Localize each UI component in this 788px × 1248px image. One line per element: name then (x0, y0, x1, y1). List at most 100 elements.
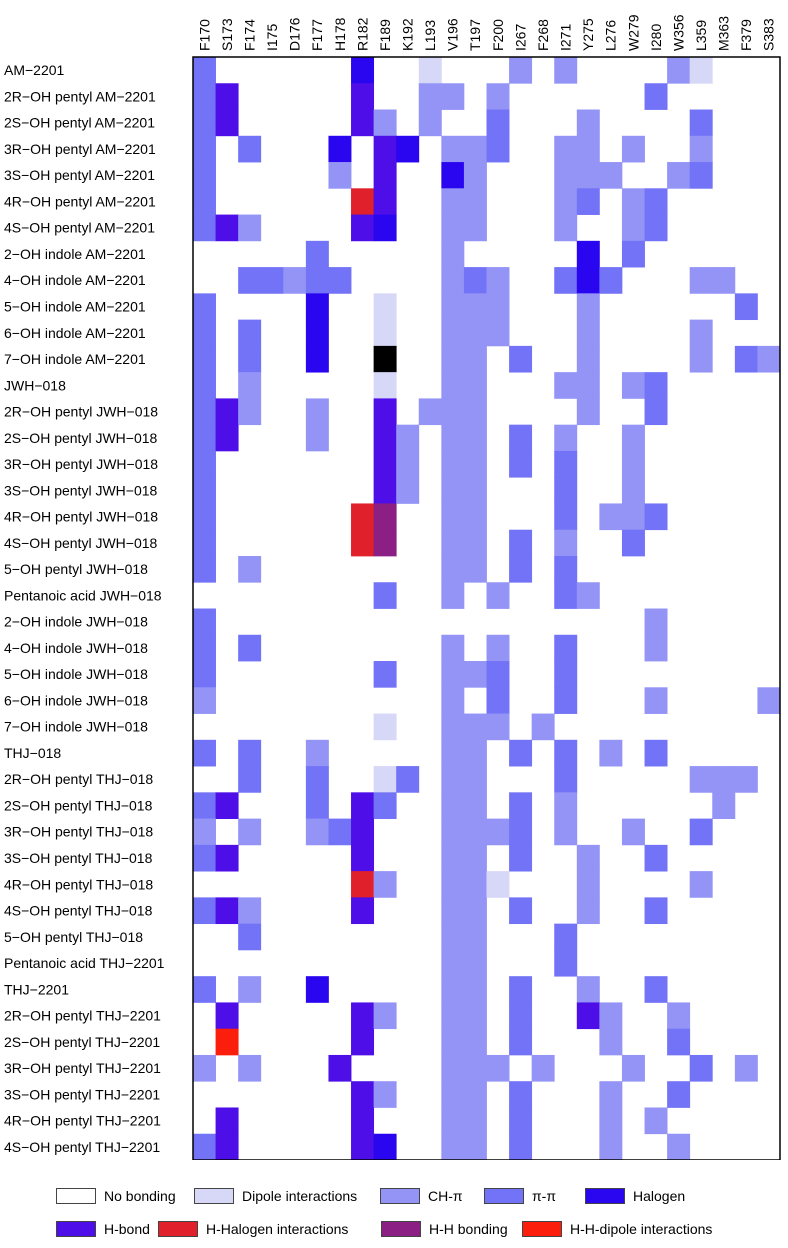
heatmap-cell (193, 450, 216, 478)
heatmap-cell (441, 713, 465, 741)
heatmap-cell (463, 555, 487, 583)
heatmap-cell (576, 582, 600, 609)
y-tick-label: 2S−OH pentyl THJ−2201 (4, 1034, 160, 1050)
heatmap-cell (193, 293, 216, 321)
heatmap-cell (463, 529, 487, 557)
heatmap-cell (441, 293, 465, 321)
heatmap-cell (441, 424, 465, 452)
heatmap-cell (441, 792, 465, 819)
heatmap-cell (351, 503, 375, 531)
heatmap-cell (576, 267, 600, 294)
heatmap-cell (373, 529, 397, 557)
heatmap-cell (463, 1081, 487, 1108)
heatmap-cell (621, 477, 645, 504)
heatmap-cell (193, 162, 216, 189)
heatmap-cell (554, 214, 578, 242)
legend-item-dipole: Dipole interactions (194, 1187, 357, 1205)
heatmap-cell (193, 188, 216, 215)
heatmap-cell (689, 1054, 713, 1082)
heatmap-cell (441, 477, 465, 504)
heatmap-cell (486, 661, 510, 688)
heatmap-cell (396, 477, 420, 504)
legend-swatch-dipole (194, 1188, 234, 1204)
heatmap-cell (193, 608, 216, 636)
heatmap-cell (215, 1133, 239, 1160)
heatmap-cell (351, 871, 375, 898)
heatmap-cell (193, 109, 216, 137)
heatmap-cell (373, 135, 397, 163)
heatmap-cell (463, 188, 487, 215)
y-tick-label: Pentanoic acid JWH−018 (4, 587, 162, 603)
heatmap-cell (644, 687, 668, 714)
heatmap-cell (193, 345, 216, 373)
heatmap-cell (463, 1002, 487, 1030)
heatmap-cell (373, 661, 397, 688)
heatmap-cell (486, 135, 510, 163)
heatmap-cell (486, 818, 510, 846)
heatmap-cell (238, 923, 262, 951)
heatmap-cell (621, 188, 645, 215)
heatmap-cell (463, 1133, 487, 1160)
y-tick-label: 2S−OH pentyl JWH−018 (4, 430, 158, 446)
heatmap-cell (576, 976, 600, 1003)
heatmap-cell (486, 582, 510, 609)
heatmap-cell (689, 766, 713, 793)
heatmap-cell (509, 844, 533, 872)
heatmap-cell (193, 135, 216, 163)
heatmap-cell (441, 319, 465, 347)
y-tick-label: 3R−OH pentyl AM−2201 (4, 141, 156, 157)
heatmap-cell (463, 949, 487, 977)
heatmap-cell (441, 897, 465, 925)
legend-swatch-no-bonding (56, 1188, 96, 1204)
heatmap-cell (486, 1054, 510, 1082)
heatmap-cell (351, 188, 375, 215)
heatmap-cell (305, 976, 329, 1003)
heatmap-cell (509, 1107, 533, 1135)
heatmap-cell (576, 135, 600, 163)
heatmap-cell (463, 135, 487, 163)
y-tick-label: 5−OH indole AM−2201 (4, 298, 146, 314)
heatmap-cell (193, 661, 216, 688)
heatmap-cell (373, 1133, 397, 1160)
y-tick-label: 5−OH indole JWH−018 (4, 666, 148, 682)
heatmap-cell (621, 450, 645, 478)
y-tick-label: JWH−018 (4, 377, 66, 393)
heatmap-cell (531, 713, 555, 741)
heatmap-cell (509, 57, 533, 84)
heatmap-cell (441, 162, 465, 189)
legend-label: H-bond (104, 1221, 150, 1237)
heatmap-cell (486, 319, 510, 347)
legend-swatch-halogen (585, 1188, 625, 1204)
legend-swatch-h-halogen (158, 1221, 198, 1237)
heatmap-cell (441, 372, 465, 399)
heatmap-cell (486, 83, 510, 110)
heatmap-cell (193, 372, 216, 399)
heatmap-cell (238, 766, 262, 793)
heatmap-cell (351, 57, 375, 84)
x-tick-label: F379 (738, 19, 754, 51)
heatmap-cell (463, 713, 487, 741)
heatmap-cell (238, 214, 262, 242)
heatmap-cell (441, 1133, 465, 1160)
x-tick-label: V196 (445, 18, 461, 51)
heatmap-cell (554, 739, 578, 767)
x-tick-label: K192 (399, 18, 415, 51)
heatmap-cell (599, 1107, 623, 1135)
heatmap-cell (689, 871, 713, 898)
y-tick-label: 4R−OH pentyl AM−2201 (4, 193, 156, 209)
heatmap-cell (441, 240, 465, 268)
heatmap-cell (667, 1002, 691, 1030)
heatmap-cell (757, 687, 781, 714)
x-tick-label: L193 (422, 20, 438, 51)
x-tick-label: T197 (467, 19, 483, 51)
heatmap-cell (576, 1002, 600, 1030)
y-tick-label: 7−OH indole AM−2201 (4, 351, 146, 367)
heatmap-cell (463, 897, 487, 925)
heatmap-cell (509, 976, 533, 1003)
heatmap-cell (644, 739, 668, 767)
heatmap-cell (531, 1054, 555, 1082)
heatmap-cell (486, 713, 510, 741)
heatmap-cell (667, 162, 691, 189)
heatmap-cell (509, 450, 533, 478)
heatmap-cell (238, 345, 262, 373)
